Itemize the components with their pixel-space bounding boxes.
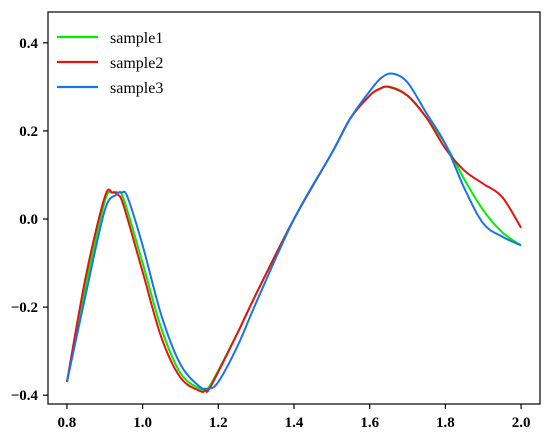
x-tick-label: 1.6 xyxy=(360,415,379,431)
x-axis: 0.8 1.0 1.2 1.4 1.6 1.8 2.0 xyxy=(58,404,531,431)
y-tick-label: 0.4 xyxy=(19,36,38,52)
y-tick-label: 0.0 xyxy=(19,212,38,228)
series-line-sample2 xyxy=(65,85,522,393)
x-tick-label: 0.8 xyxy=(58,415,77,431)
legend-label: sample2 xyxy=(110,55,163,72)
x-tick-label: 1.2 xyxy=(209,415,228,431)
y-tick-label: 0.2 xyxy=(19,124,38,140)
x-tick-label: 1.0 xyxy=(133,415,152,431)
y-tick-label: −0.2 xyxy=(11,300,38,316)
series-layer xyxy=(65,72,522,393)
x-tick-label: 1.8 xyxy=(436,415,455,431)
series-line-sample3 xyxy=(65,72,522,391)
y-axis: −0.4 −0.2 0.0 0.2 0.4 xyxy=(11,36,48,404)
series-line-sample1 xyxy=(65,85,522,391)
x-tick-label: 2.0 xyxy=(512,415,531,431)
legend-label: sample3 xyxy=(110,80,163,97)
legend-label: sample1 xyxy=(110,30,163,47)
legend: sample1 sample2 sample3 xyxy=(57,30,163,97)
x-tick-label: 1.4 xyxy=(285,415,304,431)
y-tick-label: −0.4 xyxy=(11,388,39,404)
